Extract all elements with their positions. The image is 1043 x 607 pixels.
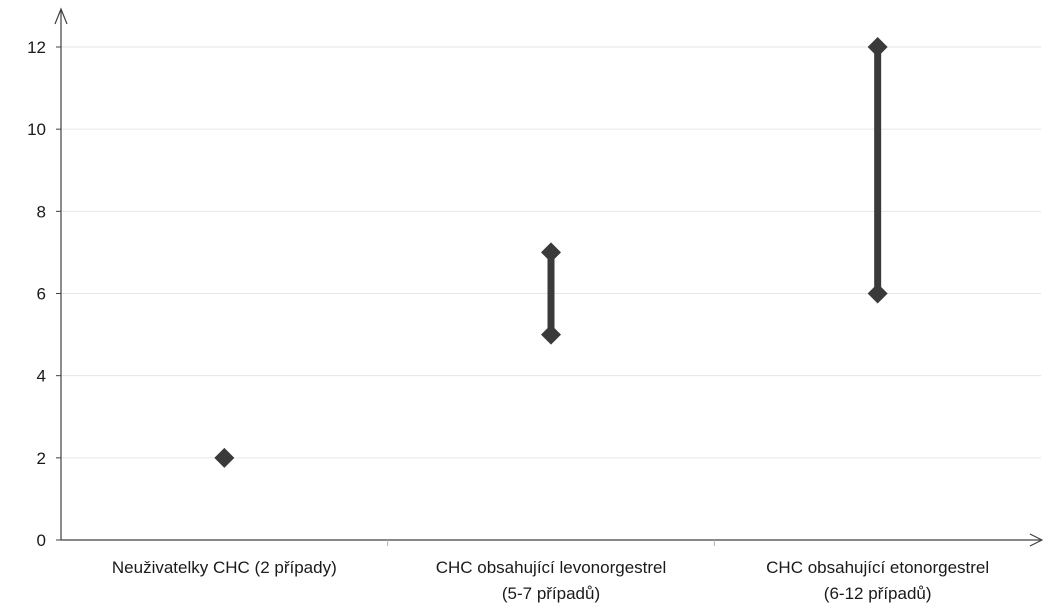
range-high-marker [541, 242, 561, 263]
y-axis-arrow-icon [54, 7, 68, 25]
range-high-marker [867, 37, 888, 57]
x-category-ticks [387, 540, 715, 546]
x-axis-arrow-icon [1029, 533, 1043, 547]
y-tick-label: 12 [27, 38, 46, 57]
range-markers [214, 37, 888, 468]
range-low-marker [541, 324, 561, 345]
y-tick-label: 4 [37, 367, 46, 386]
y-tick-label: 8 [37, 202, 46, 221]
y-tick-labels: 0 2 4 6 8 10 12 [27, 38, 61, 550]
x-category-label: (6-12 případů) [824, 584, 932, 603]
x-category-label: Neuživatelky CHC (2 případy) [112, 558, 337, 577]
y-tick-label: 0 [37, 531, 46, 550]
range-low-marker [867, 283, 888, 304]
y-tick-label: 10 [27, 120, 46, 139]
x-category-label: (5-7 případů) [502, 584, 600, 603]
y-tick-label: 6 [37, 285, 46, 304]
axes [54, 7, 1043, 547]
x-category-label: CHC obsahující etonorgestrel [766, 558, 989, 577]
x-category-labels: Neuživatelky CHC (2 případy) CHC obsahují… [112, 558, 989, 603]
range-bars [547, 47, 882, 335]
point-marker [214, 447, 235, 468]
x-category-label: CHC obsahující levonorgestrel [436, 558, 667, 577]
y-tick-label: 2 [37, 449, 46, 468]
